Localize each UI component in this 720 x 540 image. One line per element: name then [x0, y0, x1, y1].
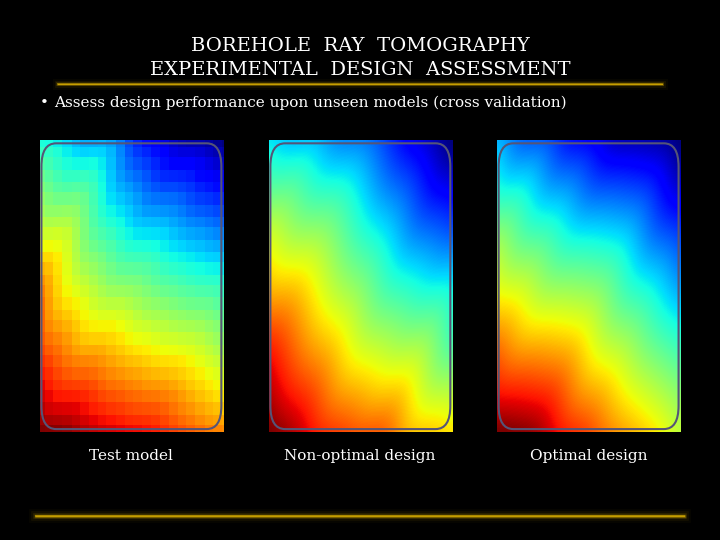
Text: EXPERIMENTAL  DESIGN  ASSESSMENT: EXPERIMENTAL DESIGN ASSESSMENT: [150, 61, 570, 79]
Text: Optimal design: Optimal design: [530, 449, 648, 463]
Text: BOREHOLE  RAY  TOMOGRAPHY: BOREHOLE RAY TOMOGRAPHY: [191, 37, 529, 55]
Text: •: •: [40, 96, 48, 110]
Text: Assess design performance upon unseen models (cross validation): Assess design performance upon unseen mo…: [54, 96, 567, 110]
Text: Test model: Test model: [89, 449, 173, 463]
Text: Non-optimal design: Non-optimal design: [284, 449, 436, 463]
